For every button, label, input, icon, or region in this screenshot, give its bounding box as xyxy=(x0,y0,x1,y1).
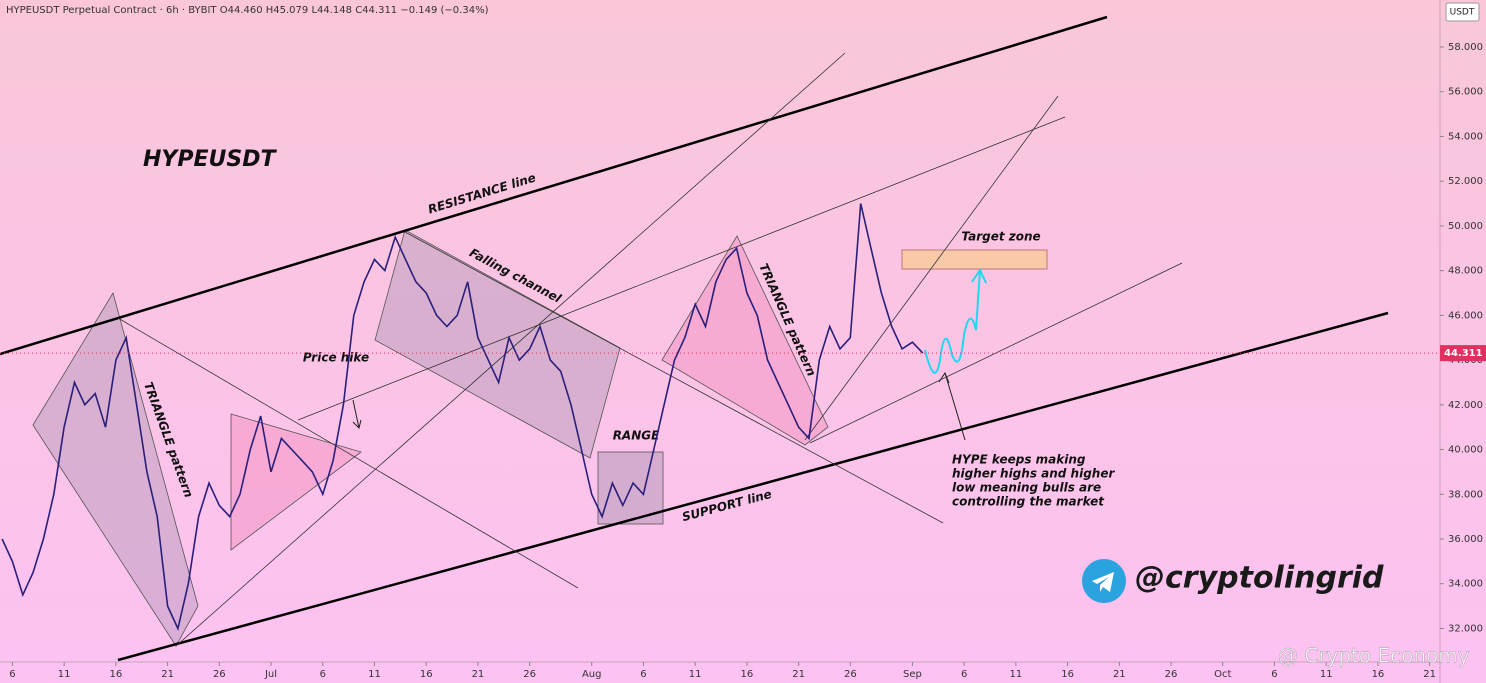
x-tick-label: 6 xyxy=(9,669,15,680)
x-tick-label: 21 xyxy=(161,669,174,680)
x-tick-label: Jul xyxy=(264,669,277,680)
last-price-label: 44.311 xyxy=(1444,348,1483,359)
x-tick-label: Sep xyxy=(903,669,922,680)
x-tick-label: 21 xyxy=(1113,669,1126,680)
x-tick-label: 6 xyxy=(320,669,326,680)
x-tick-label: 11 xyxy=(1009,669,1022,680)
header: HYPEUSDT Perpetual Contract · 6h · BYBIT… xyxy=(6,5,489,16)
x-tick-label: 11 xyxy=(1320,669,1333,680)
x-tick-label: 26 xyxy=(844,669,857,680)
y-tick-label: 58.000 xyxy=(1448,42,1483,53)
x-tick-label: 16 xyxy=(1372,669,1385,680)
author-watermark: @cryptolingrid xyxy=(1135,561,1384,596)
price-line xyxy=(1,203,924,631)
y-tick-label: 42.000 xyxy=(1448,400,1483,411)
source-watermark: @ Crypto Economy xyxy=(1278,644,1470,668)
note-line: controlling the market xyxy=(952,495,1105,509)
y-tick-label: 40.000 xyxy=(1448,445,1483,456)
x-tick-label: 16 xyxy=(1061,669,1074,680)
price-hike-label: Price hike xyxy=(303,351,369,365)
currency-box xyxy=(1445,2,1480,22)
note-line: low meaning bulls are xyxy=(952,481,1101,495)
x-tick-label: Aug xyxy=(582,669,602,680)
y-tick-label: 54.000 xyxy=(1448,131,1483,142)
last-price-tag xyxy=(1440,345,1486,362)
range-label: RANGE xyxy=(613,429,660,443)
y-tick-label: 56.000 xyxy=(1448,87,1483,98)
y-tick-label: 48.000 xyxy=(1448,266,1483,277)
x-tick-label: 11 xyxy=(368,669,381,680)
y-tick-label: 38.000 xyxy=(1448,489,1483,500)
y-tick-label: 36.000 xyxy=(1448,534,1483,545)
x-tick-label: Oct xyxy=(1214,669,1231,680)
note-line: higher highs and higher xyxy=(952,467,1115,481)
x-tick-label: 21 xyxy=(792,669,805,680)
telegram-icon xyxy=(1082,559,1126,603)
y-tick-label: 50.000 xyxy=(1448,221,1483,232)
x-tick-label: 16 xyxy=(741,669,754,680)
target-label: Target zone xyxy=(961,230,1040,244)
y-tick-label: 46.000 xyxy=(1448,310,1483,321)
x-tick-label: 26 xyxy=(523,669,536,680)
x-tick-label: 16 xyxy=(109,669,122,680)
currency: USDT xyxy=(1450,8,1475,18)
x-tick-label: 21 xyxy=(1423,669,1436,680)
x-tick-label: 6 xyxy=(640,669,646,680)
trend-lines xyxy=(0,15,1389,662)
telegram-plane xyxy=(1092,572,1114,592)
x-tick-label: 21 xyxy=(472,669,485,680)
x-tick-label: 6 xyxy=(961,669,967,680)
x-tick-label: 26 xyxy=(1165,669,1178,680)
x-tick-label: 11 xyxy=(58,669,71,680)
x-tick-label: 6 xyxy=(1271,669,1277,680)
x-tick-label: 11 xyxy=(689,669,702,680)
y-tick-label: 32.000 xyxy=(1448,623,1483,634)
x-tick-label: 16 xyxy=(420,669,433,680)
y-tick-label: 52.000 xyxy=(1448,176,1483,187)
x-tick-label: 26 xyxy=(213,669,226,680)
y-tick-label: 34.000 xyxy=(1448,579,1483,590)
chart-title: HYPEUSDT xyxy=(143,147,277,172)
note-line: HYPE keeps making xyxy=(952,453,1086,467)
